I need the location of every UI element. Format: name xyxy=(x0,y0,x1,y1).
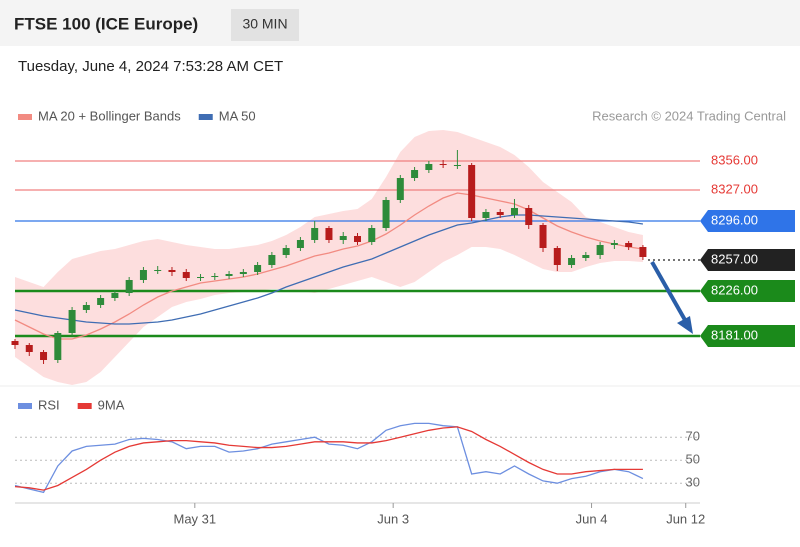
candle-body xyxy=(425,164,433,170)
candle-body xyxy=(396,178,404,200)
plot: MA 20 + Bollinger Bands MA 50 RSI 9MA 8356.0… xyxy=(11,108,795,526)
rsi-line xyxy=(14,422,644,494)
credit: Research © 2024 Trading Central xyxy=(592,108,786,123)
candle-body xyxy=(296,240,304,248)
candle-body xyxy=(610,243,618,245)
legend-label: RSI xyxy=(38,397,60,412)
level-badge xyxy=(700,249,795,271)
x-tick-label: May 31 xyxy=(173,511,216,526)
y-tick-label: 30 xyxy=(686,475,700,490)
candle-body xyxy=(11,341,19,345)
y-tick-label: 70 xyxy=(686,429,700,444)
candle-body xyxy=(97,298,105,305)
candle-body xyxy=(539,225,547,248)
x-tick-label: Jun 3 xyxy=(377,511,409,526)
candle-body xyxy=(225,274,233,276)
candle-body xyxy=(239,272,247,274)
level-badge xyxy=(700,210,795,232)
level-badge xyxy=(700,280,795,302)
candle-body xyxy=(54,333,62,360)
ma-line xyxy=(14,214,644,325)
candle-body xyxy=(368,228,376,242)
header-bar xyxy=(0,0,800,46)
candle-body xyxy=(111,293,119,298)
candle-body xyxy=(197,277,205,278)
candle-body xyxy=(482,212,490,218)
candle-body xyxy=(496,212,504,215)
level-label: 8226.00 xyxy=(711,282,758,297)
candle-body xyxy=(339,236,347,240)
candle-body xyxy=(510,208,518,215)
candle-body xyxy=(182,272,190,278)
candle-body xyxy=(582,255,590,258)
bollinger-band xyxy=(15,130,643,385)
candle-body xyxy=(25,345,33,352)
candle-body xyxy=(639,247,647,257)
candle-body xyxy=(254,265,262,272)
legend-label: MA 50 xyxy=(219,108,256,123)
legend-swatch xyxy=(198,114,213,120)
datetime: Tuesday, June 4, 2024 7:53:28 AM CET xyxy=(18,58,283,75)
legend-label: 9MA xyxy=(98,397,125,412)
candle-body xyxy=(354,236,361,242)
candle-body xyxy=(168,270,176,272)
candle-body xyxy=(311,228,319,240)
interval: 30 MIN xyxy=(242,16,287,32)
candle-body xyxy=(625,243,633,247)
candle-body xyxy=(82,305,90,310)
level-label: 8296.00 xyxy=(711,212,758,227)
legend-swatch xyxy=(77,403,92,409)
candle-body xyxy=(525,208,533,225)
level-label: 8356.00 xyxy=(711,152,758,167)
candle-body xyxy=(439,164,447,165)
level-label: 8327.00 xyxy=(711,181,758,196)
level-label: 8181.00 xyxy=(711,327,758,342)
legend-swatch xyxy=(18,114,32,120)
y-tick-label: 50 xyxy=(686,452,700,467)
candle-body xyxy=(382,200,390,228)
candle-body xyxy=(68,310,76,333)
candle-body xyxy=(125,280,133,293)
candle-body xyxy=(325,228,333,240)
interval-box xyxy=(231,9,299,41)
candle-body xyxy=(282,248,290,255)
forecast-arrow xyxy=(650,261,687,321)
rsi-line xyxy=(14,426,643,491)
legend-swatch xyxy=(18,403,32,409)
candle-body xyxy=(568,258,576,265)
candle-body xyxy=(596,245,604,255)
x-tick-label: Jun 12 xyxy=(666,511,705,526)
level-label: 8257.00 xyxy=(711,251,758,266)
candle-body xyxy=(268,255,276,265)
candle-body xyxy=(139,270,147,280)
candle-body xyxy=(211,276,219,277)
legend-label: MA 20 + Bollinger Bands xyxy=(38,108,181,123)
title: FTSE 100 (ICE Europe) xyxy=(14,14,198,33)
level-badge xyxy=(700,325,795,347)
candle-body xyxy=(453,165,461,166)
arrow-head xyxy=(677,316,693,334)
candle-body xyxy=(411,170,419,178)
candle-body xyxy=(40,352,48,360)
x-tick-label: Jun 4 xyxy=(576,511,608,526)
candle-body xyxy=(468,165,476,218)
candle-body xyxy=(154,270,162,271)
candle-body xyxy=(553,248,561,265)
